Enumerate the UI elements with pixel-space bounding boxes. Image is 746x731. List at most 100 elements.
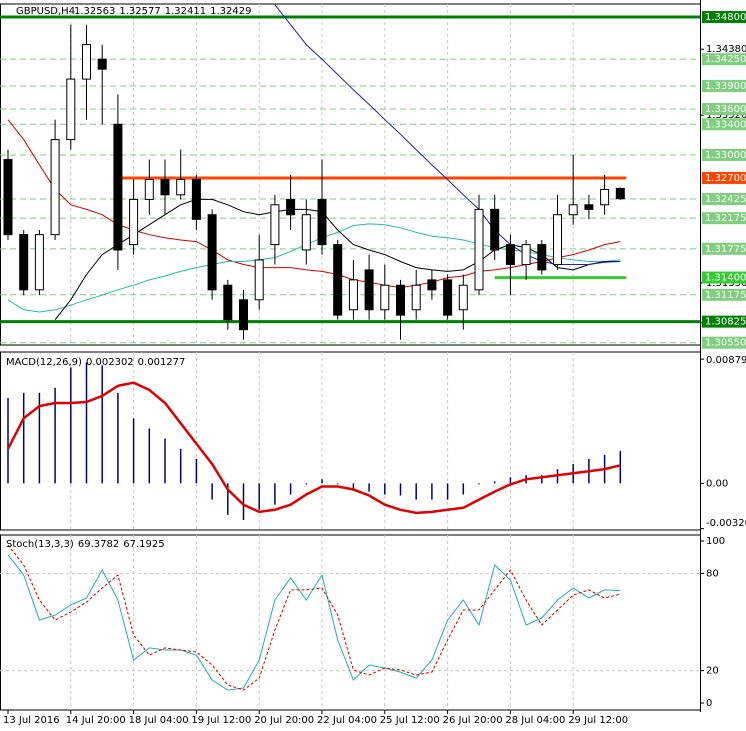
header-value: 1.32577 [119, 6, 160, 17]
candle-body [317, 198, 327, 246]
candle-body [584, 204, 594, 210]
level-label: 1.33000 [705, 150, 746, 161]
x-tick-label: 28 Jul 04:00 [505, 715, 565, 726]
level-label-box [702, 212, 746, 225]
candle-body [3, 159, 13, 236]
x-tick-label: 20 Jul 20:00 [254, 715, 314, 726]
level-label: 1.32700 [705, 173, 746, 184]
level-label: 1.31400 [705, 273, 746, 284]
candle-body [19, 234, 29, 291]
header-value: 1.32411 [165, 6, 206, 17]
y-tick-label: -0.003202 [706, 518, 746, 529]
candle-body [600, 188, 610, 206]
y-tick-label: 0 [706, 698, 712, 709]
candle-body [474, 208, 484, 291]
level-label-box [702, 79, 746, 92]
level-label-box [702, 171, 746, 184]
level-label: 1.33400 [705, 119, 746, 130]
candle-body [286, 198, 296, 216]
x-tick-label: 18 Jul 04:00 [129, 715, 189, 726]
level-label-box [702, 271, 746, 284]
candle-body [364, 269, 374, 311]
header-value: 1.32563 [74, 6, 115, 17]
candle-body [396, 284, 405, 316]
candle-body [50, 139, 60, 236]
candle-body [66, 78, 76, 141]
candle-body [113, 123, 123, 251]
candle-body [160, 178, 170, 196]
y-tick-label: 1.33520 [706, 110, 746, 121]
candle-body [207, 214, 217, 291]
level-label-box [702, 336, 746, 349]
candle-body [254, 259, 264, 301]
indicator-value: 69.3782 [78, 539, 119, 550]
candle-body [82, 44, 91, 80]
candle-body [348, 279, 358, 311]
level-label: 1.32425 [705, 194, 746, 205]
candle-body [490, 208, 500, 251]
indicator-value: 0.002302 [86, 357, 134, 368]
x-tick-label: 22 Jul 04:00 [317, 715, 377, 726]
candle-body [505, 244, 515, 266]
candle-body [176, 178, 186, 196]
y-tick-label: 0.00 [706, 478, 728, 489]
candle-body [443, 279, 453, 316]
level-label: 1.32175 [705, 213, 746, 224]
chart-title: GBPUSD,H4 [16, 6, 75, 17]
level-label: 1.30825 [705, 317, 746, 328]
candle-body [223, 284, 233, 321]
level-label: 1.34800 [705, 12, 746, 23]
indicator-name: MACD(12,26,9) [6, 357, 82, 368]
level-label-box [702, 102, 746, 115]
level-label: 1.33900 [705, 81, 746, 92]
level-label-box [702, 53, 746, 66]
indicator-value: 67.1925 [123, 539, 164, 550]
level-label-box [702, 242, 746, 255]
macd-signal [6, 381, 621, 515]
x-tick-label: 26 Jul 20:00 [443, 715, 503, 726]
level-label-box [702, 118, 746, 131]
level-label-box [702, 288, 746, 301]
y-tick-label: 1.34380 [706, 44, 746, 55]
y-tick-label: 0.008797 [706, 355, 746, 366]
moving-average [7, 119, 621, 289]
moving-average [274, 4, 621, 265]
level-label: 1.30550 [705, 338, 746, 349]
candle-body [553, 214, 562, 266]
level-label: 1.31175 [705, 290, 746, 301]
level-label: 1.31775 [705, 244, 746, 255]
level-label: 1.33600 [705, 104, 746, 115]
x-tick-label: 25 Jul 12:00 [380, 715, 440, 726]
candle-body [270, 204, 280, 246]
y-tick-label: 20 [706, 666, 719, 677]
candle-body [34, 234, 44, 291]
header-values: 1.32563 1.32577 1.32411 1.32429 [74, 6, 251, 17]
candle-body [411, 284, 421, 311]
candle-body [129, 198, 139, 246]
candle-body [239, 299, 248, 331]
level-label: 1.34250 [705, 54, 746, 65]
candle-body [144, 178, 154, 200]
stoch-line [7, 544, 621, 691]
x-tick-label: 14 Jul 20:00 [66, 715, 126, 726]
level-label-box [702, 193, 746, 206]
indicator-label: Stoch(13,3,3) 69.3782 67.1925 [6, 539, 165, 550]
header-value: 1.32429 [210, 6, 251, 17]
x-tick-label: 13 Jul 2016 [3, 715, 60, 726]
x-tick-label: 19 Jul 12:00 [191, 715, 251, 726]
moving-average [7, 223, 621, 313]
candle-body [380, 284, 390, 311]
candle-body [427, 279, 437, 291]
indicator-value: 0.001277 [138, 357, 186, 368]
candle-body [191, 178, 201, 220]
y-tick-label: 100 [706, 536, 725, 547]
candle-body [568, 204, 578, 216]
candle-body [333, 244, 343, 316]
candle-body [537, 244, 547, 271]
x-tick-label: 29 Jul 12:00 [568, 715, 628, 726]
level-label-box [702, 148, 746, 161]
candle-body [458, 284, 468, 311]
y-tick-label: 80 [706, 568, 719, 579]
